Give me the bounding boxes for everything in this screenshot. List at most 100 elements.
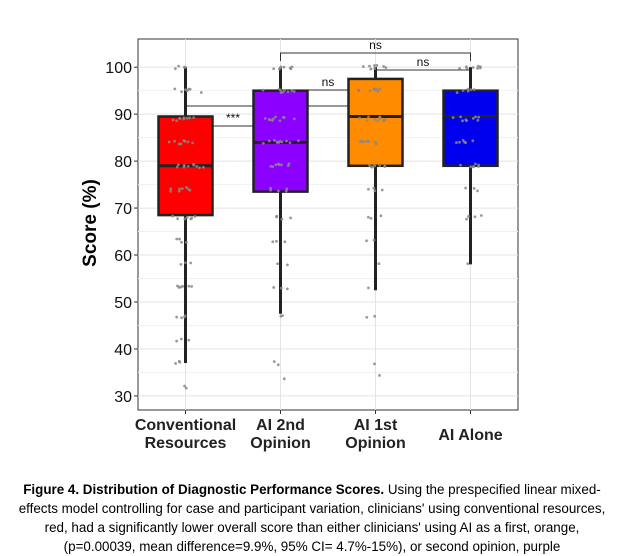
data-point bbox=[380, 188, 384, 192]
x-tick-label: Resources bbox=[145, 435, 227, 452]
data-point bbox=[175, 237, 179, 241]
data-point bbox=[479, 65, 482, 69]
data-point bbox=[372, 238, 376, 242]
data-point bbox=[292, 117, 296, 121]
data-point bbox=[365, 119, 369, 123]
data-point bbox=[263, 116, 267, 120]
data-point bbox=[183, 261, 187, 265]
data-point bbox=[261, 88, 265, 92]
data-point bbox=[286, 90, 290, 94]
data-point bbox=[378, 87, 382, 91]
data-point bbox=[261, 141, 265, 145]
data-point bbox=[459, 163, 462, 167]
data-point bbox=[184, 185, 188, 189]
data-point bbox=[383, 163, 387, 167]
data-point bbox=[179, 337, 183, 341]
data-point bbox=[279, 286, 283, 290]
data-point bbox=[466, 262, 470, 266]
x-tick-label: AI 1st bbox=[354, 417, 398, 434]
data-point bbox=[365, 239, 368, 243]
data-point bbox=[280, 217, 284, 221]
data-point bbox=[459, 115, 463, 119]
data-point bbox=[476, 66, 479, 70]
y-axis-title: Score (%) bbox=[80, 179, 101, 267]
data-point bbox=[465, 66, 469, 70]
data-point bbox=[358, 116, 362, 120]
data-point bbox=[356, 88, 360, 92]
data-point bbox=[471, 117, 475, 120]
data-point bbox=[367, 140, 371, 144]
data-point bbox=[177, 64, 180, 68]
data-point bbox=[286, 164, 290, 168]
data-point bbox=[361, 140, 365, 144]
data-point bbox=[276, 262, 279, 266]
data-point bbox=[280, 163, 283, 167]
data-point bbox=[289, 67, 293, 71]
data-point bbox=[464, 186, 468, 190]
data-point bbox=[179, 262, 183, 266]
data-point bbox=[270, 119, 274, 122]
data-point bbox=[466, 87, 470, 91]
data-point bbox=[283, 88, 287, 92]
data-point bbox=[466, 89, 470, 93]
data-point bbox=[473, 215, 477, 219]
data-point bbox=[183, 384, 186, 388]
data-point bbox=[368, 164, 371, 167]
data-point bbox=[282, 65, 286, 69]
data-point bbox=[274, 163, 278, 167]
data-point bbox=[187, 284, 191, 288]
data-point bbox=[180, 316, 184, 320]
data-point bbox=[186, 164, 190, 168]
data-point bbox=[471, 139, 475, 143]
data-point bbox=[276, 189, 280, 193]
data-point bbox=[373, 163, 376, 167]
data-point bbox=[169, 189, 173, 193]
data-point bbox=[373, 118, 376, 121]
data-point bbox=[269, 164, 273, 168]
data-point bbox=[285, 139, 288, 143]
box-body bbox=[347, 77, 404, 168]
data-point bbox=[373, 64, 376, 67]
data-point bbox=[198, 166, 201, 170]
data-point bbox=[191, 141, 194, 145]
data-point bbox=[372, 186, 376, 190]
data-point bbox=[175, 165, 179, 169]
data-point bbox=[458, 140, 461, 144]
data-point bbox=[365, 315, 369, 319]
data-point bbox=[379, 214, 383, 218]
data-point bbox=[384, 66, 388, 70]
data-point bbox=[180, 240, 183, 244]
data-point bbox=[471, 165, 475, 169]
data-point bbox=[177, 163, 180, 167]
x-tick-label: Opinion bbox=[345, 435, 405, 452]
data-point bbox=[185, 215, 189, 219]
data-point bbox=[369, 216, 373, 220]
data-point bbox=[275, 214, 279, 218]
data-point bbox=[373, 314, 377, 318]
data-point bbox=[376, 119, 380, 122]
data-point bbox=[173, 67, 177, 71]
significance-label: *** bbox=[226, 111, 240, 125]
data-point bbox=[282, 377, 286, 381]
data-point bbox=[288, 141, 292, 144]
x-tick-label: Conventional bbox=[135, 417, 236, 434]
data-point bbox=[368, 64, 371, 68]
data-point bbox=[364, 139, 368, 143]
data-point bbox=[182, 116, 186, 120]
data-point bbox=[285, 287, 289, 291]
data-point bbox=[268, 118, 272, 122]
data-point bbox=[178, 237, 181, 241]
data-point bbox=[471, 66, 475, 69]
data-point bbox=[190, 285, 194, 288]
data-point bbox=[463, 140, 466, 144]
data-point bbox=[167, 140, 171, 144]
y-tick-label: 100 bbox=[105, 60, 132, 77]
data-point bbox=[474, 115, 477, 119]
significance-label: ns bbox=[369, 38, 382, 52]
data-point bbox=[367, 286, 370, 290]
data-point bbox=[181, 284, 185, 288]
caption-body: Using the prespecified linear mixed-effe… bbox=[18, 482, 606, 554]
data-point bbox=[180, 90, 184, 94]
data-point bbox=[177, 189, 181, 193]
